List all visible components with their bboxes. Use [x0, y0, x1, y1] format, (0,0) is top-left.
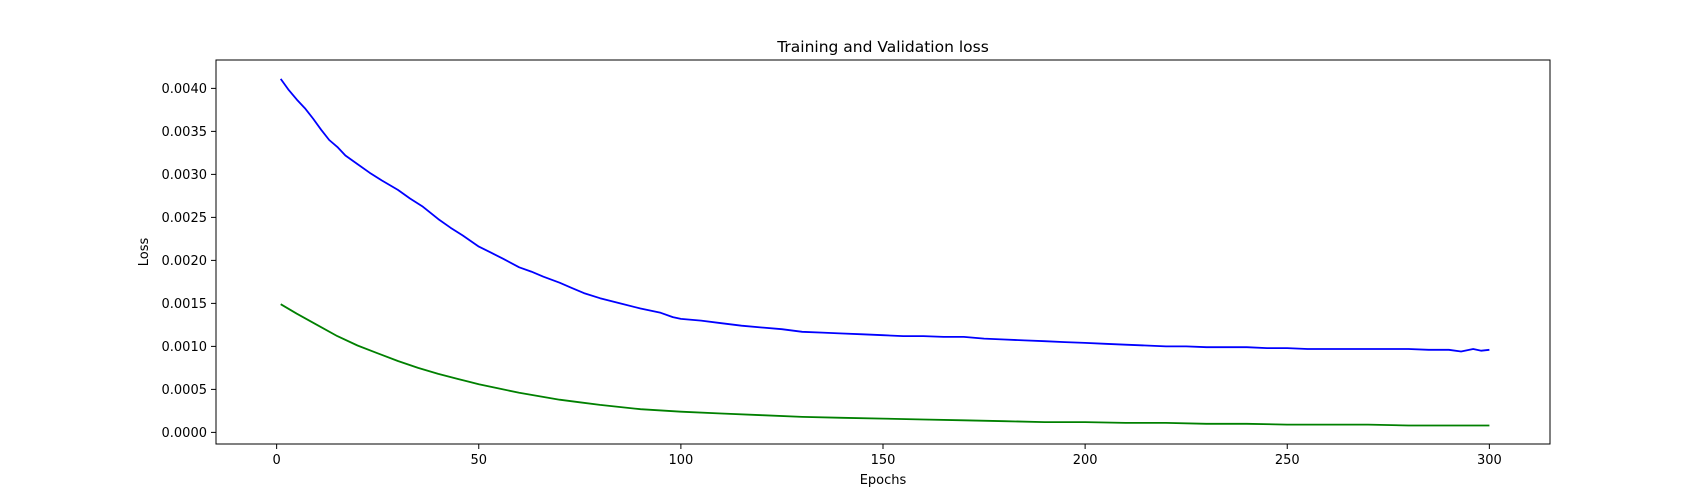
- y-tick-label: 0.0025: [162, 211, 208, 226]
- x-tick-label: 100: [668, 453, 693, 468]
- y-tick-label: 0.0000: [162, 426, 208, 441]
- y-axis-title: Loss: [137, 238, 152, 267]
- x-tick-label: 50: [470, 453, 487, 468]
- series-layer: [279, 78, 1490, 427]
- y-tick-label: 0.0030: [162, 168, 208, 183]
- x-tick-label: 0: [272, 453, 280, 468]
- y-tick-label: 0.0040: [162, 82, 208, 97]
- x-tick-label: 250: [1275, 453, 1300, 468]
- y-tick-label: 0.0005: [162, 383, 208, 398]
- x-tick-label: 300: [1477, 453, 1502, 468]
- x-axis-title: Epochs: [860, 473, 907, 488]
- series-line-1: [279, 78, 1490, 353]
- y-tick-label: 0.0010: [162, 340, 208, 355]
- y-tick-label: 0.0015: [162, 297, 208, 312]
- series-line-2: [280, 303, 1490, 427]
- y-tick-label: 0.0035: [162, 125, 208, 140]
- y-tick-label: 0.0020: [162, 254, 208, 269]
- x-tick-label: 150: [871, 453, 896, 468]
- chart-title: Training and Validation loss: [776, 38, 989, 56]
- x-tick-label: 200: [1073, 453, 1098, 468]
- ticks-layer: 0 50 100 150 200 250 300 0.0000 0.0005 0.0010 0.00…: [162, 82, 1502, 468]
